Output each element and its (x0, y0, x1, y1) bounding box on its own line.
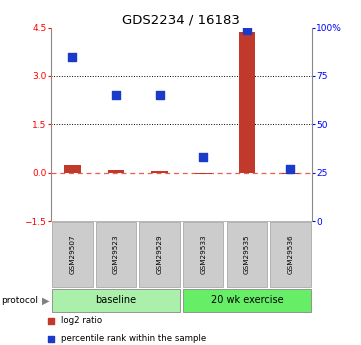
Title: GDS2234 / 16183: GDS2234 / 16183 (122, 13, 240, 27)
Text: log2 ratio: log2 ratio (61, 316, 102, 325)
Text: 20 wk exercise: 20 wk exercise (210, 295, 283, 305)
Point (113, 92, 119, 98)
Bar (151, 171, 168, 173)
Text: protocol: protocol (1, 296, 38, 305)
Point (288, 166, 293, 171)
Point (178, 119, 184, 125)
Text: GSM29533: GSM29533 (200, 235, 206, 274)
FancyBboxPatch shape (183, 289, 311, 312)
Text: GSM29523: GSM29523 (113, 235, 119, 274)
Point (157, 92, 162, 98)
FancyBboxPatch shape (227, 222, 267, 287)
FancyBboxPatch shape (270, 222, 311, 287)
Bar (195, 173, 212, 174)
Bar (64, 165, 81, 173)
FancyBboxPatch shape (52, 222, 93, 287)
Point (200, 155, 206, 160)
Bar (108, 170, 124, 173)
Text: baseline: baseline (95, 295, 136, 305)
Text: ▶: ▶ (43, 295, 50, 305)
Bar (282, 173, 299, 174)
FancyBboxPatch shape (96, 222, 136, 287)
Text: GSM29536: GSM29536 (287, 235, 293, 274)
Bar (239, 32, 255, 173)
Text: percentile rank within the sample: percentile rank within the sample (61, 334, 206, 343)
Text: GSM29529: GSM29529 (157, 235, 162, 274)
Point (244, 27, 250, 32)
Text: GSM29535: GSM29535 (244, 235, 250, 274)
Point (178, 284, 184, 290)
FancyBboxPatch shape (139, 222, 180, 287)
FancyBboxPatch shape (183, 222, 223, 287)
FancyBboxPatch shape (52, 289, 180, 312)
Point (69, 54, 75, 59)
Text: GSM29507: GSM29507 (69, 235, 75, 274)
